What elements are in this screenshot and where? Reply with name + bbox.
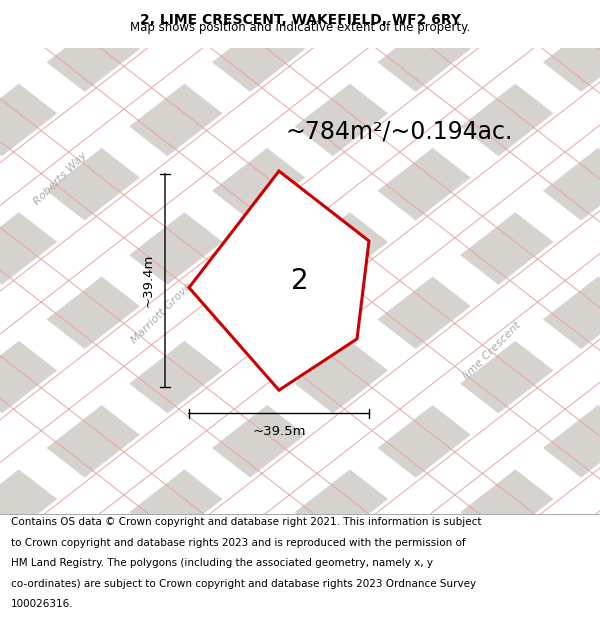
Polygon shape (47, 276, 140, 349)
Text: Marriott Grove: Marriott Grove (130, 281, 194, 346)
Polygon shape (189, 171, 369, 390)
Text: 2: 2 (291, 267, 309, 294)
Polygon shape (460, 341, 553, 413)
Polygon shape (47, 405, 140, 478)
Polygon shape (377, 148, 471, 221)
Polygon shape (295, 213, 388, 285)
Polygon shape (267, 0, 600, 306)
Polygon shape (47, 19, 140, 92)
Text: co-ordinates) are subject to Crown copyright and database rights 2023 Ordnance S: co-ordinates) are subject to Crown copyr… (11, 579, 476, 589)
Polygon shape (129, 0, 223, 28)
Polygon shape (212, 19, 305, 92)
Polygon shape (212, 148, 305, 221)
Polygon shape (47, 534, 140, 606)
Polygon shape (350, 319, 600, 625)
Polygon shape (101, 0, 600, 435)
Polygon shape (460, 598, 553, 625)
Text: Roberts Way: Roberts Way (31, 149, 89, 206)
Polygon shape (47, 148, 140, 221)
Polygon shape (543, 405, 600, 478)
Text: ~784m²/~0.194ac.: ~784m²/~0.194ac. (285, 119, 512, 143)
Polygon shape (460, 84, 553, 156)
Polygon shape (0, 0, 600, 563)
Polygon shape (212, 276, 305, 349)
Polygon shape (350, 0, 600, 242)
Polygon shape (19, 62, 600, 625)
Polygon shape (0, 84, 57, 156)
Polygon shape (129, 341, 223, 413)
Polygon shape (184, 191, 600, 625)
Text: 2, LIME CRESCENT, WAKEFIELD, WF2 6RY: 2, LIME CRESCENT, WAKEFIELD, WF2 6RY (139, 13, 461, 28)
Polygon shape (543, 534, 600, 606)
Polygon shape (184, 0, 600, 371)
Text: ~39.5m: ~39.5m (252, 425, 306, 438)
Polygon shape (295, 341, 388, 413)
Polygon shape (460, 0, 553, 28)
Polygon shape (129, 469, 223, 542)
Polygon shape (377, 405, 471, 478)
Polygon shape (377, 19, 471, 92)
Text: to Crown copyright and database rights 2023 and is reproduced with the permissio: to Crown copyright and database rights 2… (11, 538, 466, 548)
Polygon shape (129, 213, 223, 285)
Polygon shape (460, 213, 553, 285)
Polygon shape (377, 534, 471, 606)
Text: HM Land Registry. The polygons (including the associated geometry, namely x, y: HM Land Registry. The polygons (includin… (11, 558, 433, 568)
Polygon shape (129, 84, 223, 156)
Polygon shape (295, 598, 388, 625)
Text: Contains OS data © Crown copyright and database right 2021. This information is : Contains OS data © Crown copyright and d… (11, 517, 481, 527)
Polygon shape (460, 469, 553, 542)
Polygon shape (295, 84, 388, 156)
Polygon shape (212, 534, 305, 606)
Polygon shape (0, 0, 57, 28)
Text: 100026316.: 100026316. (11, 599, 73, 609)
Polygon shape (212, 405, 305, 478)
Text: lime Crescent: lime Crescent (461, 320, 523, 381)
Polygon shape (0, 341, 57, 413)
Polygon shape (19, 0, 600, 499)
Polygon shape (295, 469, 388, 542)
Polygon shape (543, 19, 600, 92)
Text: ~39.4m: ~39.4m (141, 254, 154, 308)
Text: Map shows position and indicative extent of the property.: Map shows position and indicative extent… (130, 21, 470, 34)
Polygon shape (129, 598, 223, 625)
Polygon shape (543, 148, 600, 221)
Polygon shape (377, 276, 471, 349)
Polygon shape (295, 0, 388, 28)
Polygon shape (0, 213, 57, 285)
Polygon shape (0, 469, 57, 542)
Polygon shape (101, 126, 600, 625)
Polygon shape (543, 276, 600, 349)
Polygon shape (267, 255, 600, 625)
